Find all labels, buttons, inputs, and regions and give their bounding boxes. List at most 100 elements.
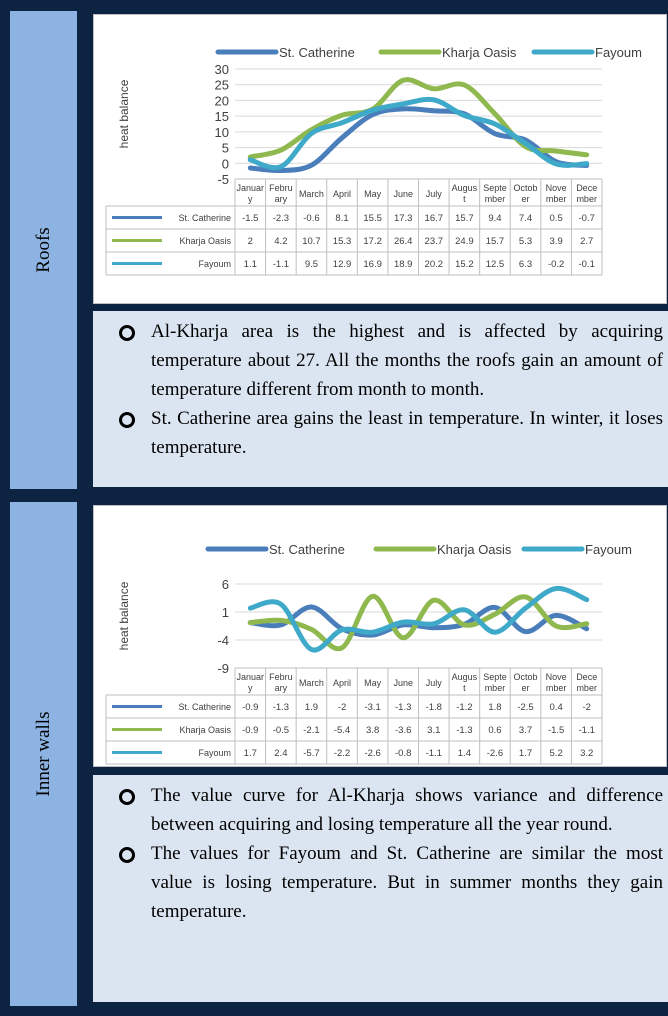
data-label: -0.1 (579, 259, 595, 270)
note-text: The values for Fayoum and St. Catherine … (151, 843, 663, 922)
data-label: -2.5 (517, 702, 533, 713)
data-label: -2.1 (303, 725, 319, 736)
legend-label: Kharja Oasis (437, 542, 512, 557)
data-label: 10.7 (302, 236, 321, 247)
note-item: The value curve for Al-Kharja shows vari… (101, 781, 663, 839)
y-tick-label: 10 (215, 125, 229, 140)
legend-label: St. Catherine (279, 45, 355, 60)
table-series-label: St. Catherine (178, 702, 231, 712)
data-label: 1.4 (458, 748, 471, 759)
x-tick-label: ary (275, 194, 288, 204)
data-label: 18.9 (394, 259, 413, 270)
y-tick-label: -4 (217, 633, 229, 648)
data-label: -1.5 (548, 725, 564, 736)
data-label: 15.2 (455, 259, 474, 270)
legend-label: St. Catherine (269, 542, 345, 557)
data-label: -1.1 (579, 725, 595, 736)
y-tick-label: 30 (215, 62, 229, 77)
x-tick-label: June (393, 678, 413, 688)
x-tick-label: May (364, 678, 382, 688)
data-label: -2.2 (334, 748, 350, 759)
data-label: 15.7 (455, 213, 474, 224)
data-label: -2.6 (487, 748, 503, 759)
x-tick-label: Nove (546, 672, 567, 682)
x-tick-label: May (364, 189, 382, 199)
series-line (247, 585, 590, 653)
data-label: -1.8 (426, 702, 442, 713)
data-label: -1.2 (456, 702, 472, 713)
x-tick-label: Dece (576, 672, 597, 682)
note-text: St. Catherine area gains the least in te… (151, 408, 663, 458)
note-item: Al-Kharja area is the highest and is aff… (101, 317, 663, 404)
x-tick-label: April (333, 189, 351, 199)
notes-inner-walls: The value curve for Al-Kharja shows vari… (93, 775, 668, 1002)
table-series-label: Fayoum (198, 259, 231, 269)
data-label: 0.5 (550, 213, 563, 224)
x-tick-label: Febru (269, 183, 293, 193)
data-label: 5.2 (550, 748, 563, 759)
chart-svg: St. Catherine Kharja Oasis Fayoum heat bala… (105, 45, 642, 276)
side-label: Roofs (32, 227, 54, 273)
chart-svg: St. Catherine Kharja Oasis Fayoum heat bala… (105, 542, 632, 765)
x-tick-label: June (393, 189, 413, 199)
data-label: -0.5 (273, 725, 289, 736)
data-label: -3.6 (395, 725, 411, 736)
note-item: St. Catherine area gains the least in te… (101, 404, 663, 462)
data-label: 3.7 (519, 725, 532, 736)
row-inner-walls: Inner walls St. Catherine Kharja Oasis Fay… (6, 497, 668, 1010)
data-label: 9.4 (488, 213, 501, 224)
row-roofs: Roofs St. Catherine Kharja Oasis Fayoum hea… (6, 6, 668, 493)
x-tick-label: Augus (452, 672, 478, 682)
x-tick-label: July (426, 678, 443, 688)
data-label: 3.2 (580, 748, 593, 759)
data-label: -1.5 (242, 213, 258, 224)
x-tick-label: mber (546, 683, 567, 693)
y-tick-label: 20 (215, 93, 229, 108)
side-label-cell: Inner walls (10, 502, 77, 1006)
data-label: 16.9 (363, 259, 382, 270)
data-label: 26.4 (394, 236, 413, 247)
data-label: -2 (338, 702, 346, 713)
data-label: -3.1 (364, 702, 380, 713)
x-tick-label: Augus (452, 183, 478, 193)
data-label: 5.3 (519, 236, 532, 247)
table-series-label: Kharja Oasis (179, 725, 231, 735)
data-label: 7.4 (519, 213, 532, 224)
data-label: -2 (582, 702, 590, 713)
x-tick-label: Febru (269, 672, 293, 682)
x-tick-label: Januar (237, 183, 265, 193)
x-tick-label: Septe (483, 183, 507, 193)
x-tick-label: t (463, 194, 466, 204)
data-label: 12.5 (486, 259, 505, 270)
x-tick-label: y (248, 194, 253, 204)
x-tick-label: March (299, 189, 324, 199)
data-label: 3.1 (427, 725, 440, 736)
data-label: -1.3 (273, 702, 289, 713)
data-label: 17.2 (363, 236, 382, 247)
x-tick-label: t (463, 683, 466, 693)
x-tick-label: er (522, 194, 530, 204)
legend-label: Fayoum (585, 542, 632, 557)
bullet-icon (119, 412, 135, 428)
x-tick-label: ary (275, 683, 288, 693)
x-tick-label: March (299, 678, 324, 688)
x-tick-label: er (522, 683, 530, 693)
bullet-icon (119, 847, 135, 863)
data-label: -1.1 (426, 748, 442, 759)
data-label: -1.3 (395, 702, 411, 713)
table-series-label: St. Catherine (178, 213, 231, 223)
x-tick-label: Januar (237, 672, 265, 682)
data-label: 6.3 (519, 259, 532, 270)
data-label: 4.2 (274, 236, 287, 247)
x-tick-label: mber (485, 683, 506, 693)
data-label: 20.2 (425, 259, 444, 270)
data-label: -2.6 (364, 748, 380, 759)
data-label: -5.7 (303, 748, 319, 759)
data-label: 17.3 (394, 213, 413, 224)
data-label: -0.8 (395, 748, 411, 759)
data-label: -2.3 (273, 213, 289, 224)
y-tick-label: -5 (217, 172, 229, 187)
data-label: -5.4 (334, 725, 350, 736)
x-tick-label: April (333, 678, 351, 688)
data-label: 15.3 (333, 236, 352, 247)
